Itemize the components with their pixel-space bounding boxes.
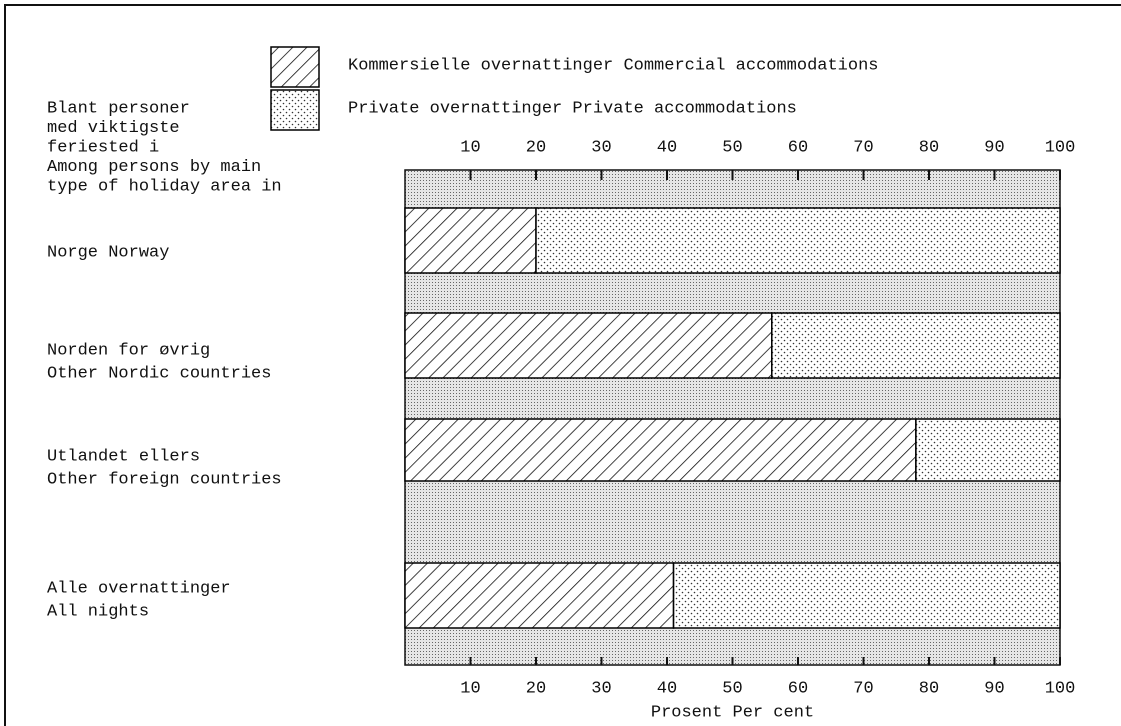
legend-label: Kommersielle overnattinger Commercial ac…	[348, 56, 879, 75]
bar-segment	[404, 418, 917, 482]
x-tick-label: 60	[788, 679, 808, 698]
x-tick-label: 100	[1045, 138, 1076, 157]
y-axis-title: Blant personer	[47, 99, 190, 118]
x-tick-label: 20	[526, 679, 546, 698]
x-axis-title: Prosent Per cent	[651, 703, 814, 722]
bar-segment	[672, 562, 1061, 629]
category-label: Other foreign countries	[47, 470, 282, 489]
x-tick-label: 70	[853, 679, 873, 698]
x-tick-label: 20	[526, 138, 546, 157]
bar-segment	[535, 207, 1061, 274]
x-tick-label: 30	[591, 138, 611, 157]
bar-segment	[404, 207, 537, 274]
legend-swatch	[270, 46, 320, 88]
category-label: Norge Norway	[47, 243, 169, 262]
legend-label: Private overnattinger Private accommodat…	[348, 99, 797, 118]
category-label: Utlandet ellers	[47, 447, 200, 466]
x-tick-label: 10	[460, 138, 480, 157]
x-tick-label: 100	[1045, 679, 1076, 698]
category-label: Other Nordic countries	[47, 364, 271, 383]
x-tick-label: 10	[460, 679, 480, 698]
y-axis-title: med viktigste	[47, 119, 180, 138]
category-label: Norden for øvrig	[47, 341, 210, 360]
bar-segment	[771, 312, 1061, 379]
x-tick-label: 60	[788, 138, 808, 157]
x-tick-label: 80	[919, 138, 939, 157]
y-axis-title: feriested i	[47, 138, 159, 157]
bar-segment	[915, 418, 1061, 482]
bar-segment	[404, 562, 675, 629]
x-tick-label: 50	[722, 679, 742, 698]
category-label: Alle overnattinger	[47, 579, 231, 598]
x-tick-label: 80	[919, 679, 939, 698]
category-label: All nights	[47, 602, 149, 621]
x-tick-label: 90	[984, 138, 1004, 157]
bar-segment	[404, 312, 773, 379]
x-tick-label: 50	[722, 138, 742, 157]
y-axis-title: Among persons by main	[47, 158, 261, 177]
x-tick-label: 40	[657, 138, 677, 157]
x-tick-label: 40	[657, 679, 677, 698]
x-tick-label: 30	[591, 679, 611, 698]
frame	[4, 4, 1121, 726]
legend-swatch	[270, 89, 320, 131]
x-tick-label: 90	[984, 679, 1004, 698]
x-tick-label: 70	[853, 138, 873, 157]
y-axis-title: type of holiday area in	[47, 177, 282, 196]
